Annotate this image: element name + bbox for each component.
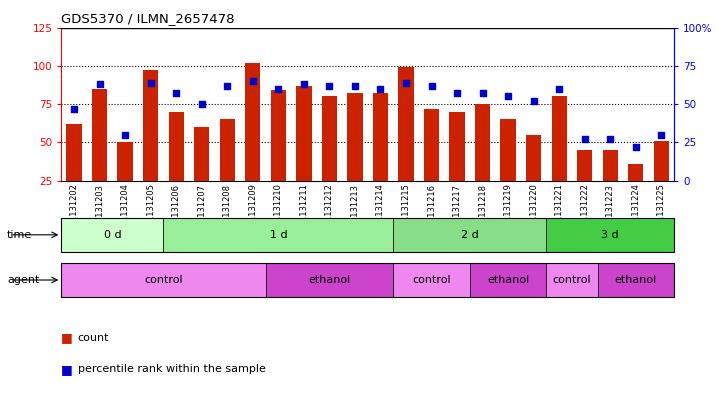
Text: 3 d: 3 d <box>601 230 619 240</box>
Bar <box>61 263 265 297</box>
Point <box>170 90 182 97</box>
Bar <box>270 90 286 181</box>
Point <box>120 132 131 138</box>
Point <box>298 81 309 87</box>
Text: ethanol: ethanol <box>487 275 529 285</box>
Point <box>426 83 438 89</box>
Text: ■: ■ <box>61 331 73 345</box>
Point <box>94 81 105 87</box>
Point <box>247 78 259 84</box>
Bar <box>265 263 393 297</box>
Point <box>400 79 412 86</box>
Bar <box>577 150 593 181</box>
Bar <box>348 94 363 181</box>
Text: control: control <box>412 275 451 285</box>
Text: GDS5370 / ILMN_2657478: GDS5370 / ILMN_2657478 <box>61 12 235 25</box>
Text: ethanol: ethanol <box>309 275 350 285</box>
Point <box>528 98 539 104</box>
Point <box>349 83 360 89</box>
Bar <box>373 94 388 181</box>
Text: control: control <box>553 275 591 285</box>
Bar <box>598 263 674 297</box>
Bar <box>66 124 81 181</box>
Bar <box>164 218 393 252</box>
Text: ethanol: ethanol <box>615 275 657 285</box>
Bar <box>61 218 164 252</box>
Point <box>324 83 335 89</box>
Bar <box>220 119 235 181</box>
Text: agent: agent <box>7 275 40 285</box>
Bar <box>470 263 547 297</box>
Bar <box>245 63 260 181</box>
Bar <box>92 89 107 181</box>
Text: 0 d: 0 d <box>104 230 121 240</box>
Bar <box>475 104 490 181</box>
Text: ■: ■ <box>61 363 73 376</box>
Bar <box>194 127 209 181</box>
Point <box>221 83 233 89</box>
Bar <box>398 67 414 181</box>
Bar <box>296 86 311 181</box>
Bar <box>449 112 465 181</box>
Bar <box>169 112 184 181</box>
Point <box>579 136 590 143</box>
Point <box>477 90 488 97</box>
Point <box>375 86 386 92</box>
Text: 1 d: 1 d <box>270 230 287 240</box>
Bar <box>603 150 618 181</box>
Point <box>554 86 565 92</box>
Bar <box>500 119 516 181</box>
Bar <box>552 96 567 181</box>
Bar <box>393 263 470 297</box>
Point <box>196 101 208 107</box>
Bar <box>547 218 674 252</box>
Bar <box>322 96 337 181</box>
Point <box>273 86 284 92</box>
Bar <box>628 164 644 181</box>
Text: percentile rank within the sample: percentile rank within the sample <box>78 364 266 375</box>
Point <box>630 144 642 150</box>
Bar <box>393 218 547 252</box>
Point <box>604 136 616 143</box>
Bar <box>118 142 133 181</box>
Text: 2 d: 2 d <box>461 230 479 240</box>
Text: count: count <box>78 333 110 343</box>
Bar <box>547 263 598 297</box>
Bar <box>654 141 669 181</box>
Point <box>655 132 667 138</box>
Point <box>68 106 80 112</box>
Point <box>145 79 156 86</box>
Bar <box>526 135 541 181</box>
Point <box>451 90 463 97</box>
Point <box>503 93 514 99</box>
Bar <box>424 109 439 181</box>
Bar <box>143 70 159 181</box>
Text: time: time <box>7 230 32 240</box>
Text: control: control <box>144 275 182 285</box>
